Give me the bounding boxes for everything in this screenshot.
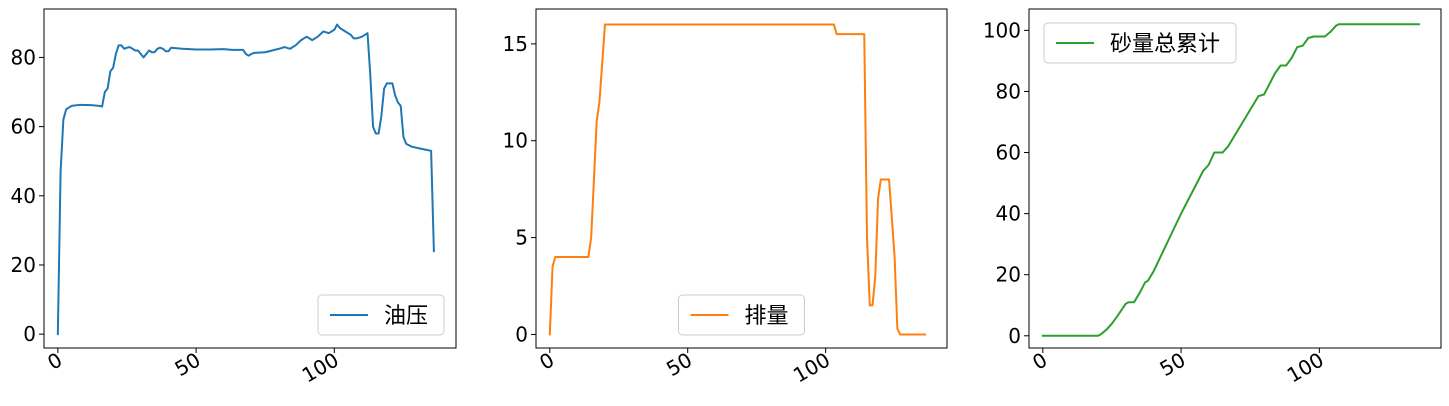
legend-label: 砂量总累计 [1110,32,1220,57]
x-tick-label: 0 [1028,348,1051,375]
legend: 排量 [678,294,805,336]
x-tick-label: 100 [1283,348,1328,388]
legend: 砂量总累计 [1043,22,1237,64]
x-tick-label: 0 [535,348,558,375]
y-tick-label: 5 [515,226,528,250]
y-tick-label: 0 [23,322,36,346]
y-tick-label: 0 [1008,324,1021,348]
x-tick-label: 100 [298,348,343,388]
series-line-2-1 [548,23,926,336]
y-tick-label: 60 [996,141,1021,165]
y-tick-label: 80 [996,79,1021,103]
legend: 油压 [317,294,445,336]
series-line-3-1 [1041,23,1420,337]
chart-panel-3: 0 20 40 60 80 100 0 50 100 砂量总累计 [983,8,1442,388]
legend-label: 油压 [384,304,428,329]
y-tick-label: 15 [503,32,528,56]
y-tick-label: 0 [515,322,528,346]
legend-box [1043,22,1237,64]
x-tick-label: 0 [43,348,66,375]
y-tick-label: 40 [996,202,1021,226]
axes-frame [43,8,457,349]
legend-box [678,294,805,336]
y-tick-label: 40 [11,184,36,208]
series-line-1-1 [56,23,435,336]
y-tick-label: 10 [503,129,528,153]
y-tick-label: 20 [996,263,1021,287]
y-tick-label: 80 [11,45,36,69]
x-tick-label: 50 [171,348,205,382]
legend-box [317,294,445,336]
axes-frame [535,8,948,349]
x-tick-label: 100 [789,348,834,388]
legend-label: 排量 [745,304,789,329]
x-tick-label: 50 [662,348,696,382]
y-tick-label: 100 [983,18,1021,42]
chart-panel-1: 0 20 40 60 80 0 50 100 油压 [11,8,457,388]
y-tick-label: 20 [11,253,36,277]
x-tick-label: 50 [1156,348,1190,382]
axes-frame [1028,8,1442,349]
y-tick-label: 60 [11,115,36,139]
